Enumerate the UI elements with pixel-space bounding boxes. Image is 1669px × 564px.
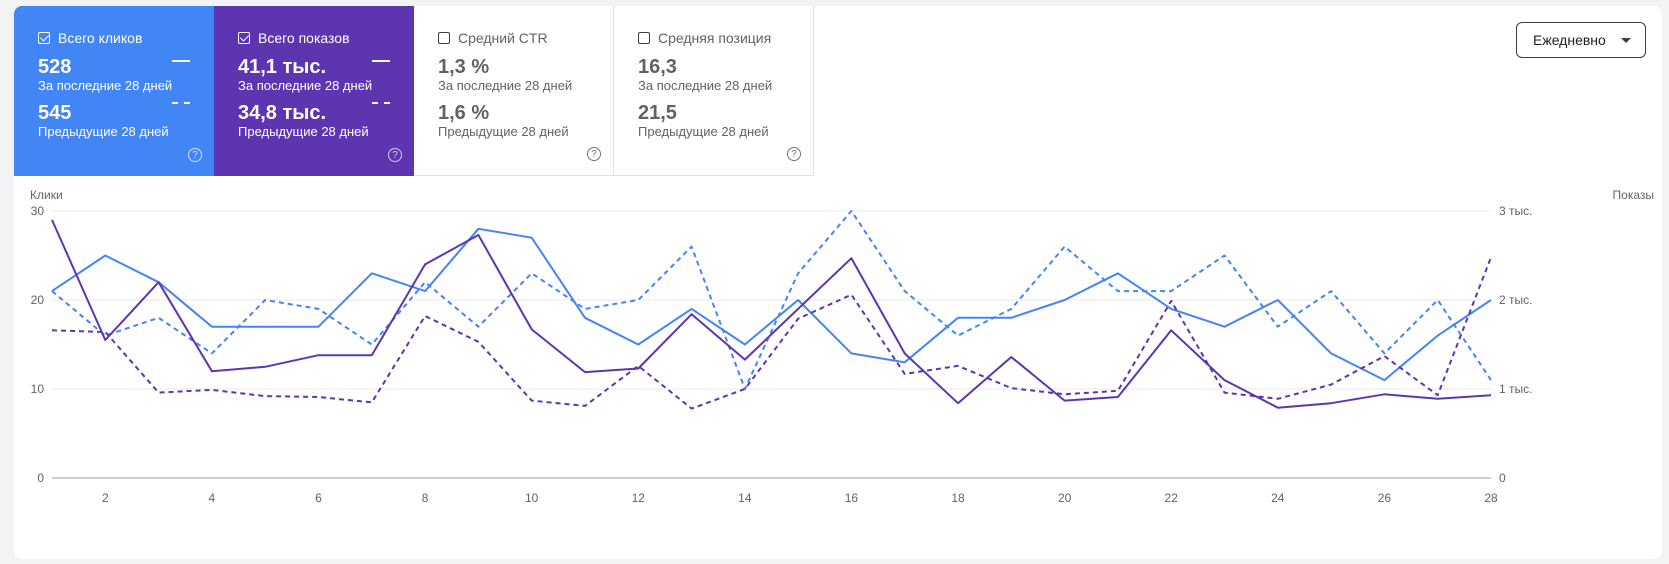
tile-header: Средний CTR	[438, 30, 613, 46]
tile-header: Всего кликов	[38, 30, 214, 46]
x-tick-label: 22	[1165, 491, 1179, 505]
label-current: За последние 28 дней	[38, 78, 173, 93]
label-previous: Предыдущие 28 дней	[38, 124, 169, 139]
x-tick-label: 20	[1058, 491, 1072, 505]
right-tick-label: 2 тыс.	[1499, 293, 1532, 307]
metric-tile-clicks[interactable]: Всего кликов 528 За последние 28 дней 54…	[14, 6, 214, 176]
value-current: 528	[38, 56, 72, 78]
left-axis-label: Клики	[30, 188, 63, 202]
tile-title: Всего показов	[258, 30, 350, 46]
x-tick-label: 18	[951, 491, 965, 505]
value-previous: 34,8 тыс.	[238, 102, 327, 124]
axis-layer: 0 010 1 тыс.20 2 тыс.30 3 тыс.2 4 6 8 10 12 14 16 18…	[31, 204, 1533, 505]
x-tick-label: 2	[102, 491, 109, 505]
performance-card: Всего кликов 528 За последние 28 дней 54…	[14, 6, 1662, 559]
x-tick-label: 10	[525, 491, 539, 505]
help-icon[interactable]: ?	[388, 148, 402, 162]
caret-down-icon	[1621, 38, 1631, 43]
left-tick-label: 10	[31, 382, 45, 396]
tile-title: Средняя позиция	[658, 30, 772, 46]
grid-layer	[52, 210, 1491, 479]
value-previous: 1,6 %	[438, 102, 490, 124]
x-tick-label: 24	[1271, 491, 1285, 505]
metric-tile-ctr[interactable]: Средний CTR 1,3 % За последние 28 дней 1…	[414, 6, 614, 176]
series-line-clicks-current[interactable]	[51, 227, 1492, 382]
series-line-impressions-current[interactable]	[51, 219, 1492, 409]
label-current: За последние 28 дней	[438, 78, 573, 93]
x-tick-label: 26	[1378, 491, 1392, 505]
right-tick-label: 1 тыс.	[1499, 382, 1532, 396]
label-current: За последние 28 дней	[638, 78, 773, 93]
tile-title: Всего кликов	[58, 30, 143, 46]
legend-dashed-line	[372, 102, 390, 104]
right-tick-label: 3 тыс.	[1499, 204, 1532, 218]
x-tick-label: 16	[845, 491, 859, 505]
period-dropdown[interactable]: Ежедневно	[1516, 22, 1646, 58]
help-icon[interactable]: ?	[787, 147, 801, 161]
label-previous: Предыдущие 28 дней	[638, 124, 769, 139]
x-tick-label: 8	[422, 491, 429, 505]
value-current: 16,3	[638, 56, 677, 78]
metric-tile-impressions[interactable]: Всего показов 41,1 тыс. За последние 28 …	[214, 6, 414, 176]
right-axis-label: Показы	[1613, 188, 1654, 202]
series-layer	[51, 210, 1492, 410]
x-tick-label: 28	[1484, 491, 1498, 505]
checkbox-impressions[interactable]	[238, 32, 250, 44]
period-dropdown-value: Ежедневно	[1533, 32, 1606, 48]
left-tick-label: 20	[31, 293, 45, 307]
tile-title: Средний CTR	[458, 30, 548, 46]
label-current: За последние 28 дней	[238, 78, 373, 93]
value-current: 41,1 тыс.	[238, 56, 327, 78]
legend-solid-line	[372, 60, 390, 62]
checkbox-clicks[interactable]	[38, 32, 50, 44]
metric-tile-position[interactable]: Средняя позиция 16,3 За последние 28 дне…	[614, 6, 814, 176]
right-tick-label: 0	[1499, 471, 1506, 485]
checkbox-position[interactable]	[638, 32, 650, 44]
x-tick-label: 14	[738, 491, 752, 505]
legend-solid-line	[172, 60, 190, 62]
tile-header: Всего показов	[238, 30, 414, 46]
value-previous: 21,5	[638, 102, 677, 124]
value-current: 1,3 %	[438, 56, 490, 78]
series-line-clicks-previous[interactable]	[51, 210, 1492, 390]
tile-header: Средняя позиция	[638, 30, 813, 46]
value-previous: 545	[38, 102, 72, 124]
series-line-impressions-previous[interactable]	[51, 256, 1492, 410]
left-tick-label: 30	[31, 204, 45, 218]
checkbox-ctr[interactable]	[438, 32, 450, 44]
x-tick-label: 12	[632, 491, 646, 505]
left-tick-label: 0	[37, 471, 44, 485]
x-tick-label: 4	[209, 491, 216, 505]
performance-chart: 0 010 1 тыс.20 2 тыс.30 3 тыс.2 4 6 8 10 12 14 16 18…	[30, 188, 1654, 505]
legend-dashed-line	[172, 102, 190, 104]
help-icon[interactable]: ?	[587, 147, 601, 161]
x-tick-label: 6	[315, 491, 322, 505]
label-previous: Предыдущие 28 дней	[438, 124, 569, 139]
help-icon[interactable]: ?	[188, 148, 202, 162]
label-previous: Предыдущие 28 дней	[238, 124, 369, 139]
